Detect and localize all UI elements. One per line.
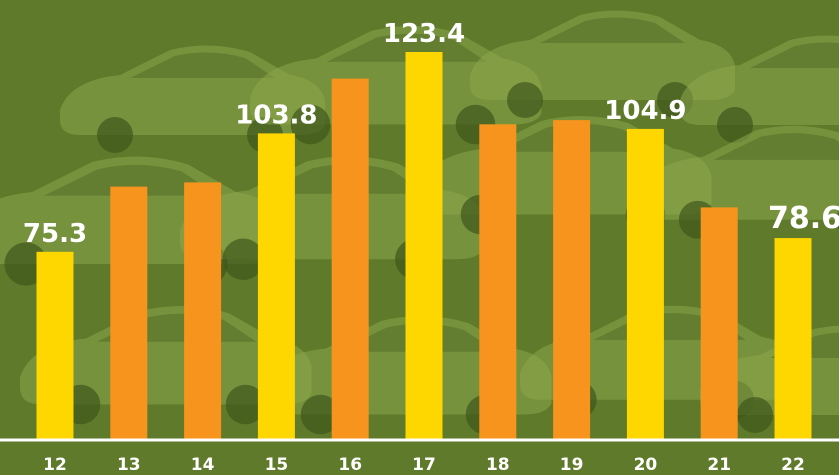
bar-12: [36, 251, 74, 440]
bar-20: [626, 128, 664, 440]
car-silhouette: [680, 35, 839, 143]
bar-22: [774, 238, 812, 440]
data-label-15: 103.8: [235, 100, 317, 130]
data-label-22: 78.6: [768, 201, 839, 236]
car-silhouette: [250, 26, 542, 145]
x-tick-label: 16: [338, 455, 362, 475]
bar-14: [184, 182, 222, 440]
bar-17: [405, 52, 443, 440]
data-labels: 75.3 103.8 123.4 104.9 78.6: [23, 19, 839, 249]
x-tick-label: 22: [781, 455, 805, 475]
x-tick-label: 15: [265, 455, 289, 475]
x-tick-label: 19: [560, 455, 584, 475]
bar-21: [700, 207, 738, 440]
x-tick-label: 13: [117, 455, 141, 475]
x-tick-label: 17: [412, 455, 436, 475]
bar-16: [331, 78, 369, 440]
x-tick-label: 18: [486, 455, 510, 475]
bars-group: [36, 52, 812, 441]
data-label-20: 104.9: [604, 96, 686, 126]
bar-19: [553, 120, 591, 440]
x-axis-ticks: 12 13 14 15 16 17 18 19 20 21 22: [43, 455, 805, 475]
data-label-17: 123.4: [383, 19, 465, 49]
data-label-12: 75.3: [23, 219, 87, 249]
bar-15: [257, 133, 295, 440]
bar-13: [110, 186, 148, 440]
bar-18: [479, 124, 517, 441]
x-tick-label: 14: [191, 455, 215, 475]
x-tick-label: 21: [707, 455, 731, 475]
x-tick-label: 12: [43, 455, 67, 475]
car-silhouette: [470, 10, 735, 118]
x-tick-label: 20: [634, 455, 658, 475]
car-silhouette: [640, 125, 839, 239]
